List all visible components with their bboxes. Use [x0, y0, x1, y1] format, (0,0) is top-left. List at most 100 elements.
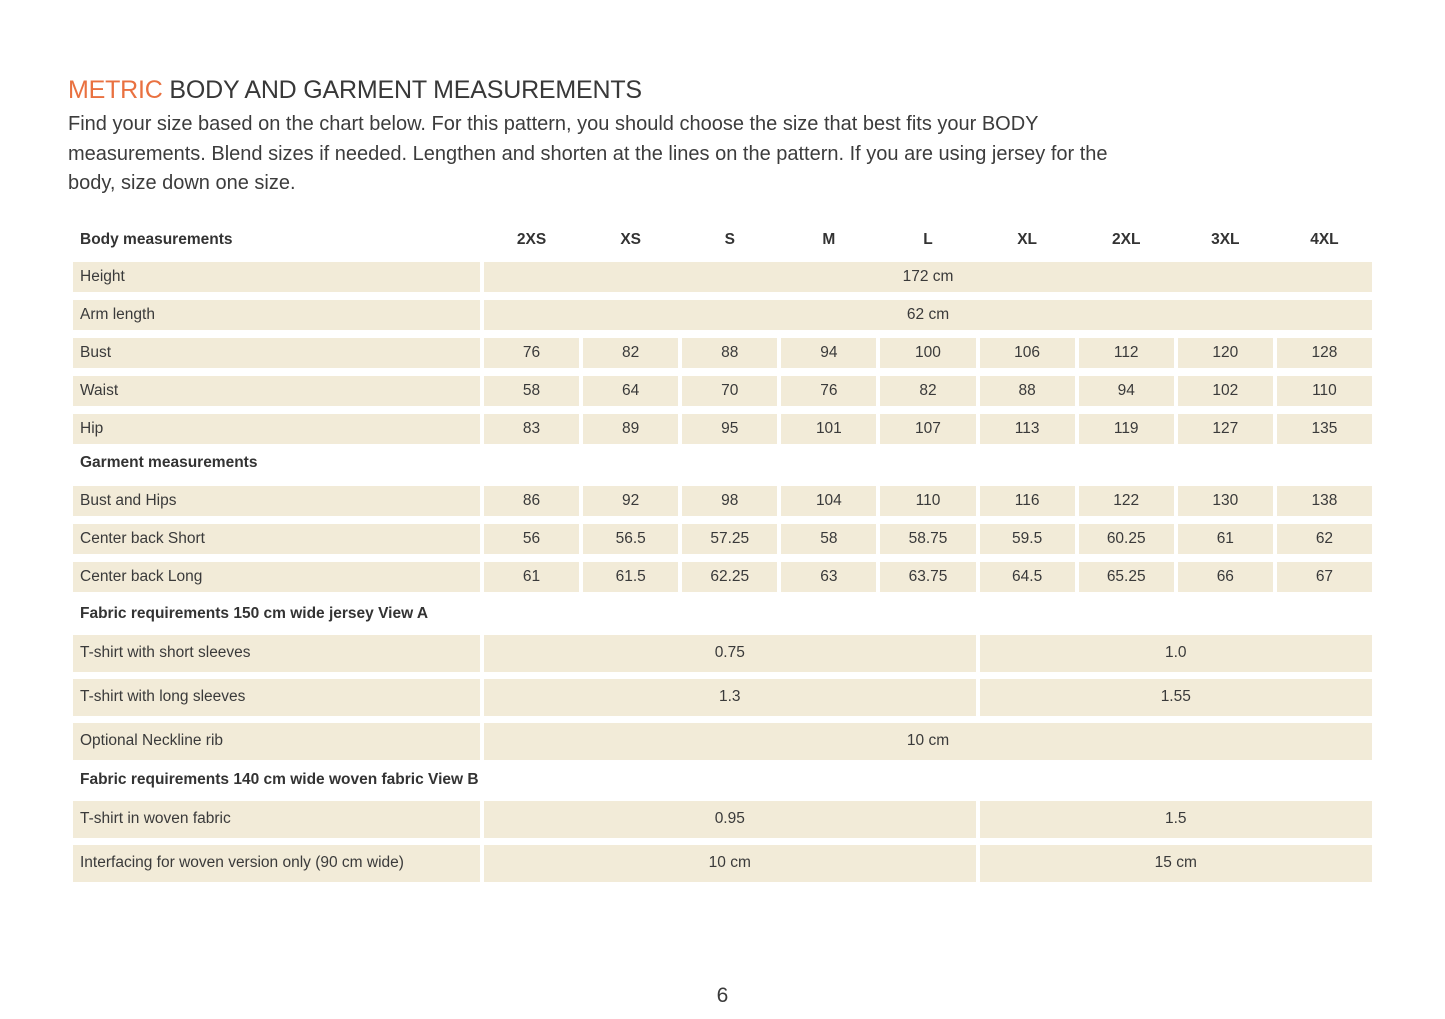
span-value-cell-left: 1.3	[484, 678, 976, 716]
value-cell: 138	[1276, 485, 1372, 516]
span-value-cell-right: 15 cm	[979, 844, 1372, 882]
body-measurements-header: Body measurements	[80, 230, 233, 248]
page-number: 6	[716, 984, 729, 1007]
intro-line: body, size down one size.	[68, 172, 296, 194]
table-row-hip: Hip 83 89 95 101 107 113 119 127 135	[73, 413, 1372, 444]
row-label: T-shirt in woven fabric	[73, 800, 480, 838]
value-cell: 62.25	[682, 561, 778, 592]
fabric-requirements-jersey-header: Fabric requirements 150 cm wide jersey V…	[80, 604, 429, 622]
span-value-cell-left: 10 cm	[484, 844, 976, 882]
table-row-interfacing: Interfacing for woven version only (90 c…	[73, 844, 1372, 882]
row-label: T-shirt with short sleeves	[73, 634, 480, 672]
value-cell: 58	[781, 523, 877, 554]
size-column-header: 2XL	[1111, 230, 1141, 248]
value-cell: 102	[1177, 375, 1273, 406]
value-cell: 62	[1276, 523, 1372, 554]
value-cell: 82	[880, 375, 976, 406]
row-label: Waist	[73, 375, 480, 406]
size-column-header: XS	[620, 230, 641, 248]
value-cell: 57.25	[682, 523, 778, 554]
size-column-header: 2XS	[516, 230, 547, 248]
value-cell: 112	[1078, 337, 1174, 368]
value-cell: 130	[1177, 485, 1273, 516]
row-label: Center back Short	[73, 523, 480, 554]
size-column-header: 4XL	[1310, 230, 1339, 248]
title-accent: METRIC	[68, 76, 163, 104]
value-cell: 63.75	[880, 561, 976, 592]
span-value-cell-right: 1.0	[979, 634, 1372, 672]
intro-line: measurements. Blend sizes if needed. Len…	[68, 142, 1108, 165]
span-value-cell: 10 cm	[484, 722, 1372, 760]
value-cell: 70	[682, 375, 778, 406]
value-cell: 82	[583, 337, 679, 368]
value-cell: 76	[781, 375, 877, 406]
value-cell: 76	[484, 337, 580, 368]
value-cell: 106	[979, 337, 1075, 368]
table-row-waist: Waist 58 64 70 76 82 88 94 102 110	[73, 375, 1372, 406]
table-header-row: Body measurements 2XS XS S M L XL 2XL 3X…	[73, 222, 1372, 258]
value-cell: 98	[682, 485, 778, 516]
table-row-tshirt-long-sleeves: T-shirt with long sleeves 1.3 1.55	[73, 678, 1372, 716]
table-row-bust-and-hips: Bust and Hips 86 92 98 104 110 116 122 1…	[73, 485, 1372, 516]
value-cell: 60.25	[1078, 523, 1174, 554]
value-cell: 101	[781, 413, 877, 444]
garment-measurements-header: Garment measurements	[80, 453, 258, 471]
span-value-cell: 62 cm	[484, 299, 1372, 330]
span-value-cell-right: 1.5	[979, 800, 1372, 838]
value-cell: 86	[484, 485, 580, 516]
size-column-header: 3XL	[1211, 230, 1240, 248]
value-cell: 66	[1177, 561, 1273, 592]
title-rest: BODY AND GARMENT MEASUREMENTS	[169, 76, 642, 104]
value-cell: 128	[1276, 337, 1372, 368]
table-row-arm-length: Arm length 62 cm	[73, 299, 1372, 330]
span-value-cell: 172 cm	[484, 261, 1372, 292]
value-cell: 100	[880, 337, 976, 368]
intro-line: Find your size based on the chart below.…	[68, 113, 1039, 135]
value-cell: 88	[682, 337, 778, 368]
row-label: Bust	[73, 337, 480, 368]
value-cell: 83	[484, 413, 580, 444]
row-label: T-shirt with long sleeves	[73, 678, 480, 716]
size-column-header: S	[724, 230, 735, 248]
value-cell: 94	[1078, 375, 1174, 406]
document-page: METRIC BODY AND GARMENT MEASUREMENTS Fin…	[68, 76, 1377, 1007]
value-cell: 61.5	[583, 561, 679, 592]
row-label: Hip	[73, 413, 480, 444]
table-row-center-back-short: Center back Short 56 56.5 57.25 58 58.75…	[73, 523, 1372, 554]
value-cell: 94	[781, 337, 877, 368]
value-cell: 122	[1078, 485, 1174, 516]
row-label: Interfacing for woven version only (90 c…	[73, 844, 480, 882]
value-cell: 61	[1177, 523, 1273, 554]
value-cell: 64	[583, 375, 679, 406]
value-cell: 89	[583, 413, 679, 444]
value-cell: 65.25	[1078, 561, 1174, 592]
value-cell: 58.75	[880, 523, 976, 554]
value-cell: 64.5	[979, 561, 1075, 592]
value-cell: 135	[1276, 413, 1372, 444]
table-row-bust: Bust 76 82 88 94 100 106 112 120 128	[73, 337, 1372, 368]
value-cell: 59.5	[979, 523, 1075, 554]
size-column-header: M	[822, 230, 836, 248]
value-cell: 120	[1177, 337, 1273, 368]
row-label: Optional Neckline rib	[73, 722, 480, 760]
value-cell: 92	[583, 485, 679, 516]
value-cell: 104	[781, 485, 877, 516]
span-value-cell-left: 0.95	[484, 800, 976, 838]
value-cell: 88	[979, 375, 1075, 406]
row-label: Height	[73, 261, 480, 292]
value-cell: 107	[880, 413, 976, 444]
value-cell: 110	[880, 485, 976, 516]
fabric-requirements-woven-header: Fabric requirements 140 cm wide woven fa…	[80, 770, 479, 788]
row-label: Center back Long	[73, 561, 480, 592]
value-cell: 56	[484, 523, 580, 554]
value-cell: 63	[781, 561, 877, 592]
intro-paragraph: Find your size based on the chart below.…	[68, 110, 1377, 199]
value-cell: 58	[484, 375, 580, 406]
size-column-header: L	[923, 230, 933, 248]
table-row-neckline-rib: Optional Neckline rib 10 cm	[73, 722, 1372, 760]
table-row-tshirt-short-sleeves: T-shirt with short sleeves 0.75 1.0	[73, 634, 1372, 672]
value-cell: 110	[1276, 375, 1372, 406]
value-cell: 116	[979, 485, 1075, 516]
page-title: METRIC BODY AND GARMENT MEASUREMENTS	[68, 76, 1377, 104]
row-label: Bust and Hips	[73, 485, 480, 516]
